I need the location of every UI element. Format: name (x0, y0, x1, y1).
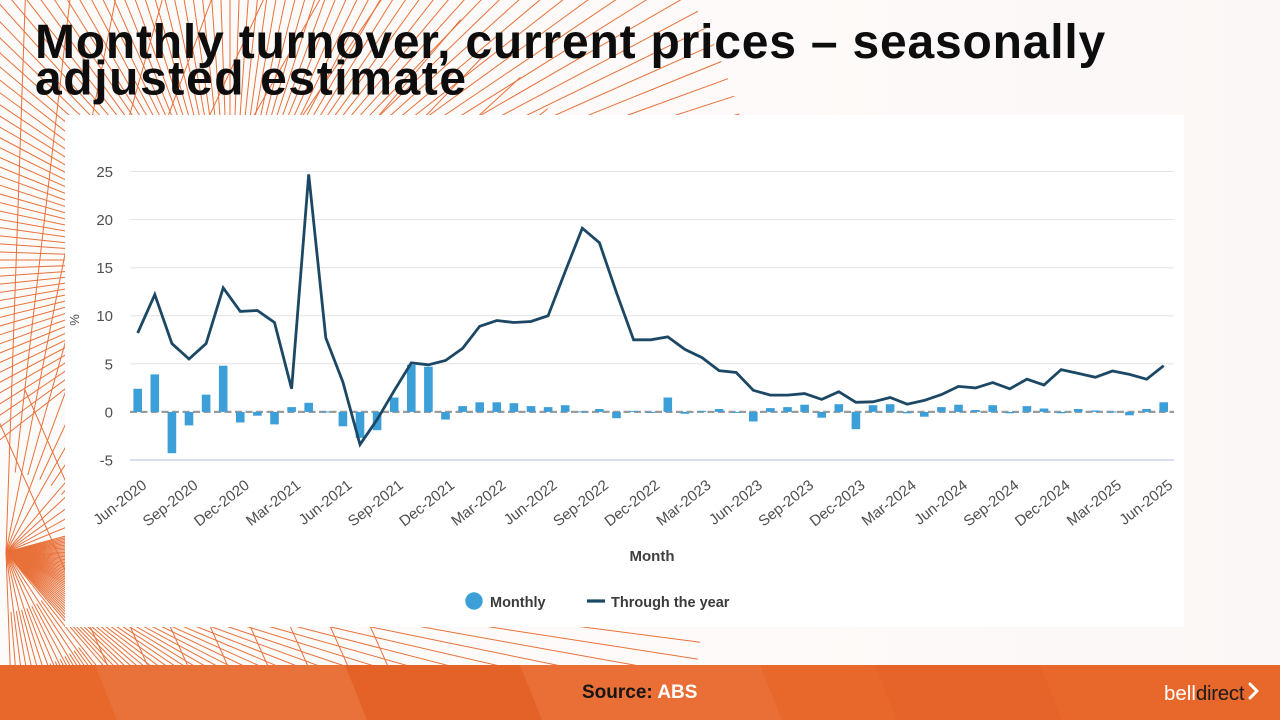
svg-text:adjusted estimate: adjusted estimate (35, 53, 468, 106)
svg-text:Monthly turnover, current pric: Monthly turnover, current prices – seaso… (35, 16, 1106, 69)
svg-text:Through the year: Through the year (611, 595, 730, 611)
svg-text:0: 0 (105, 404, 113, 421)
svg-text:-5: -5 (100, 453, 113, 470)
svg-text:Month: Month (630, 548, 675, 565)
svg-text:10: 10 (96, 308, 113, 325)
svg-text:25: 25 (96, 164, 113, 181)
svg-text:Source: ABS: Source: ABS (582, 682, 697, 703)
svg-text:15: 15 (96, 260, 113, 277)
svg-text:20: 20 (96, 212, 113, 229)
svg-text:belldirect: belldirect (1164, 682, 1245, 705)
svg-text:5: 5 (105, 356, 113, 373)
svg-text:%: % (67, 314, 82, 326)
svg-text:Monthly: Monthly (490, 595, 546, 611)
